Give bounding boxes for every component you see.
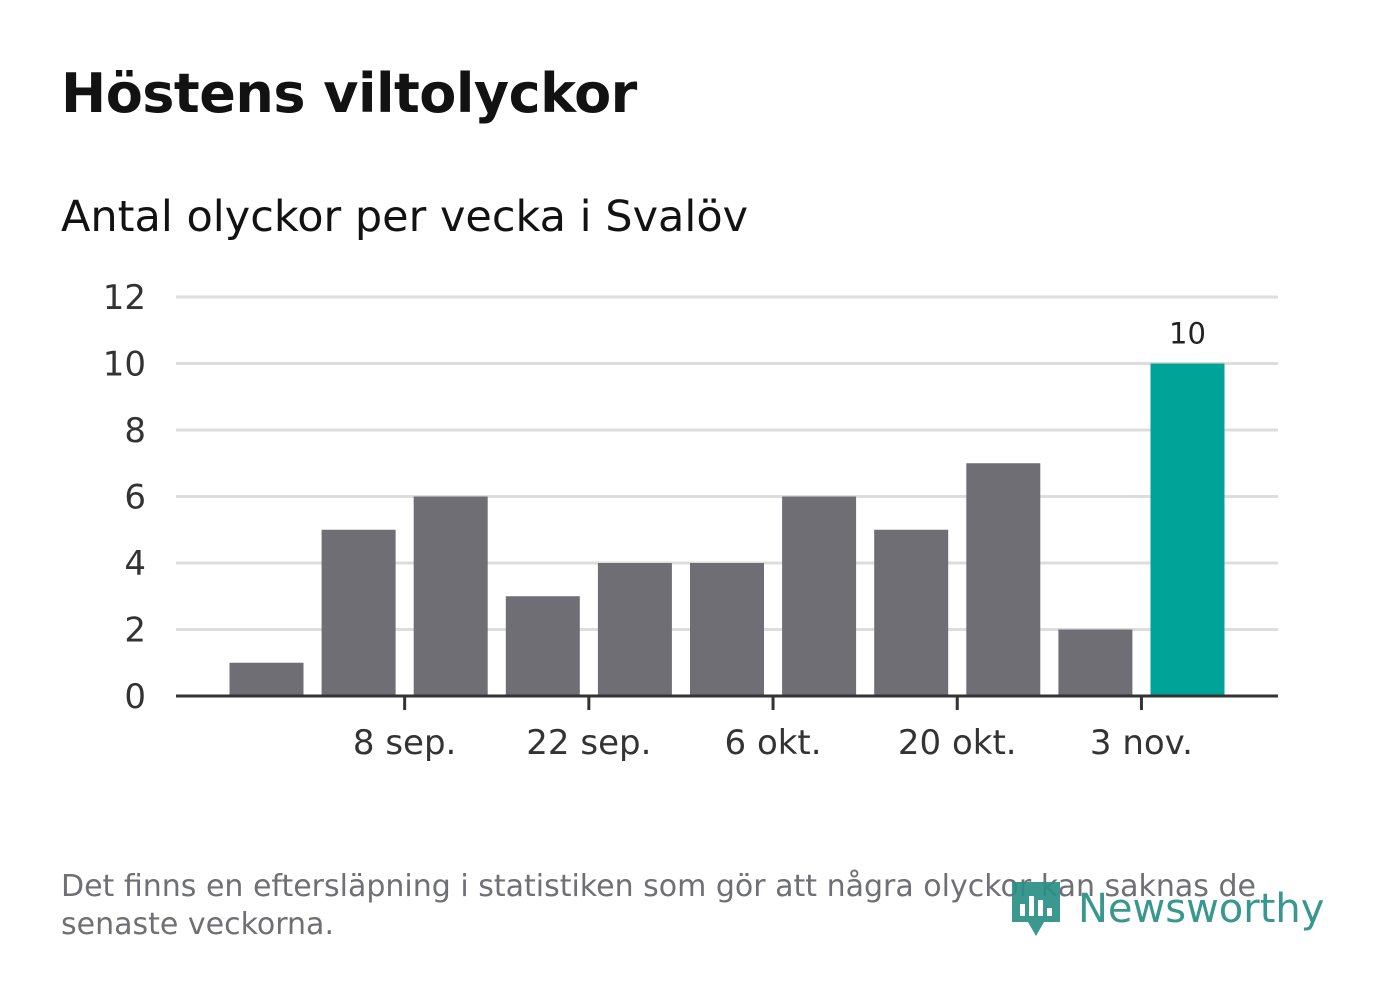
- bars: [229, 363, 1225, 696]
- x-tick-label: 8 sep.: [353, 723, 456, 763]
- y-tick-label: 6: [124, 478, 146, 518]
- bar: [1058, 629, 1133, 696]
- bar: [229, 662, 304, 696]
- bar: [597, 563, 672, 696]
- bar: [782, 496, 857, 696]
- newsworthy-logo-icon: [1012, 882, 1060, 936]
- bar: [1150, 363, 1225, 696]
- y-tick-label: 4: [124, 544, 146, 584]
- chart-subtitle: Antal olyckor per vecka i Svalöv: [61, 192, 749, 242]
- y-tick-label: 10: [103, 345, 146, 385]
- y-tick-label: 8: [124, 411, 146, 451]
- bar: [966, 463, 1041, 696]
- y-tick-label: 0: [124, 677, 146, 717]
- x-tick-label: 3 nov.: [1090, 723, 1193, 763]
- bar: [413, 496, 488, 696]
- bar: [690, 563, 764, 696]
- y-tick-label: 12: [103, 278, 146, 318]
- logo-text: Newsworthy: [1078, 886, 1325, 932]
- bar: [505, 596, 580, 696]
- data-label: 10: [1169, 317, 1206, 351]
- x-tick-label: 20 okt.: [898, 723, 1017, 763]
- chart-title: Höstens viltolyckor: [61, 62, 637, 125]
- newsworthy-logo: Newsworthy: [1010, 878, 1324, 940]
- bar: [874, 529, 949, 696]
- x-tick-label: 6 okt.: [725, 723, 822, 763]
- y-tick-label: 2: [124, 611, 146, 651]
- labels: 0 2 4 6 8 10 12 10 8 sep. 22 sep. 6 okt. 20 okt. 3 n…: [103, 278, 1206, 763]
- axes: [176, 694, 1278, 710]
- bar: [321, 529, 396, 696]
- x-tick-label: 22 sep.: [526, 723, 651, 763]
